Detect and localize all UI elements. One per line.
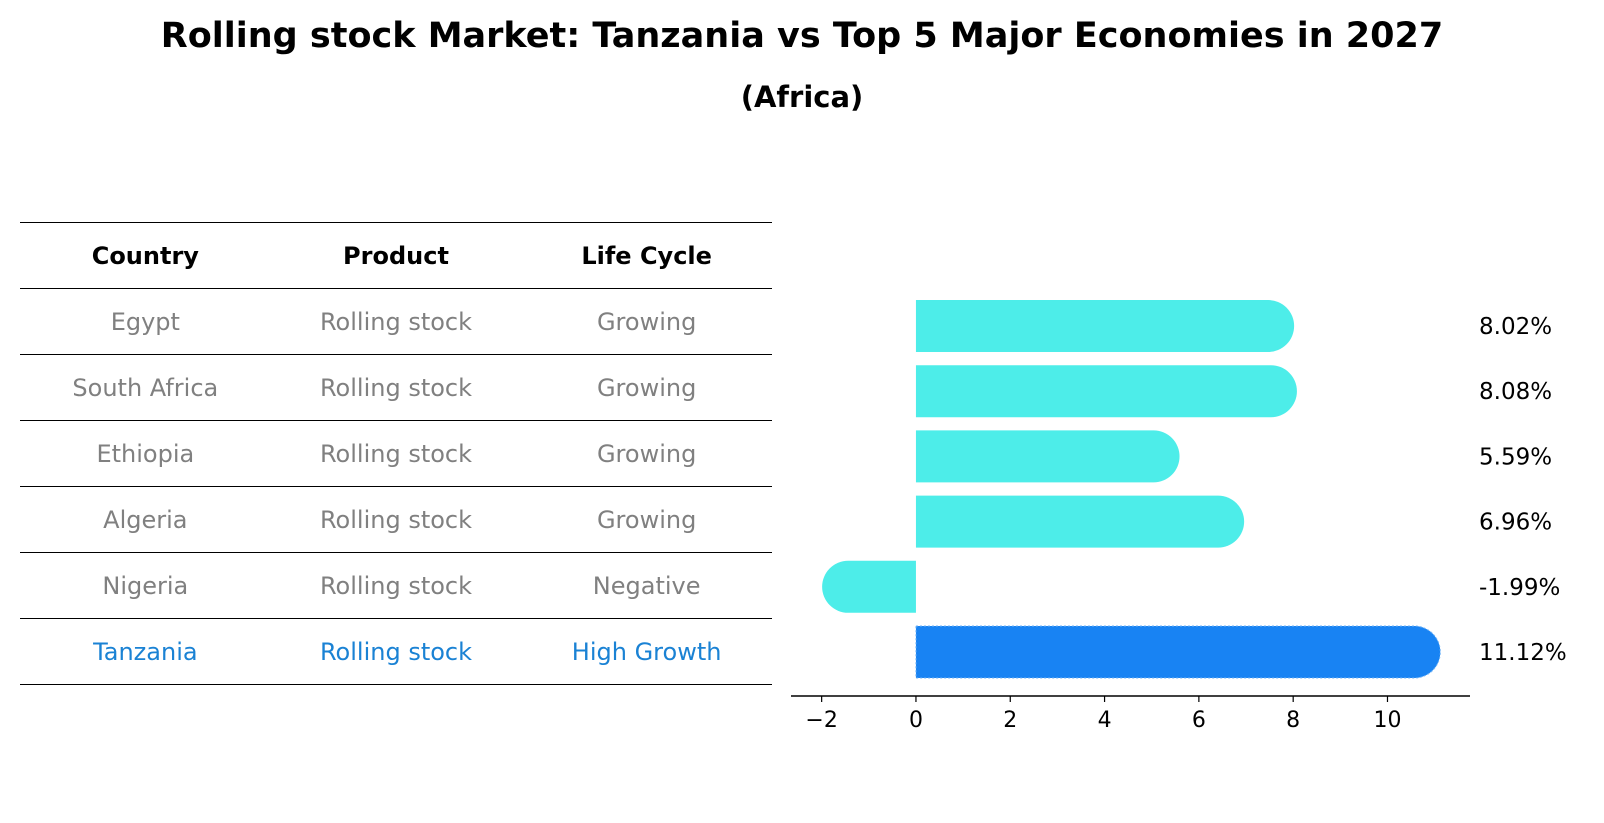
table-row-highlight: Tanzania Rolling stock High Growth [20,619,772,685]
data-label: 5.59% [1479,444,1552,470]
cell-life-cycle: Growing [596,307,697,336]
cell-product: Rolling stock [319,439,473,468]
cell-country: Ethiopia [96,439,195,468]
cell-product: Rolling stock [319,571,473,600]
bar-egypt [915,300,1295,352]
x-tick-label: 6 [1192,708,1206,733]
bar-tanzania [915,625,1441,679]
x-tick-label: 4 [1098,708,1112,733]
chart-title: Rolling stock Market: Tanzania vs Top 5 … [160,16,1444,56]
cell-life-cycle: Growing [596,505,697,534]
cell-product: Rolling stock [319,637,473,666]
cell-life-cycle: Negative [592,571,701,600]
cell-product: Rolling stock [319,505,473,534]
x-tick-label: 8 [1286,708,1300,733]
cell-product: Rolling stock [319,373,473,402]
data-label: -1.99% [1479,575,1560,601]
table-header-row: Country Product Life Cycle [20,222,772,289]
bar-ethiopia [915,430,1180,483]
cell-country: South Africa [72,373,219,402]
x-tick-label: 0 [909,708,923,733]
table-row: Nigeria Rolling stock Negative [20,553,772,619]
comparison-table: Country Product Life Cycle Egypt Rolling… [20,222,772,685]
cell-country: Tanzania [93,637,198,666]
chart-subtitle: (Africa) [740,80,864,114]
cell-country: Nigeria [102,571,189,600]
table-row: Algeria Rolling stock Growing [20,487,772,553]
data-label: 11.12% [1479,640,1567,666]
table-row: Ethiopia Rolling stock Growing [20,421,772,487]
header-product: Product [343,241,449,270]
cell-country: Egypt [110,307,180,336]
x-tick-label: 10 [1373,708,1401,733]
bar-south-africa [915,365,1297,418]
cell-product: Rolling stock [319,307,473,336]
table-row: South Africa Rolling stock Growing [20,355,772,421]
data-label: 8.02% [1479,314,1552,340]
bar-nigeria [822,560,916,613]
table-row: Egypt Rolling stock Growing [20,289,772,355]
cell-life-cycle: High Growth [571,637,722,666]
x-tick-label: −2 [805,708,837,733]
cell-life-cycle: Growing [596,373,697,402]
data-label: 8.08% [1479,379,1552,405]
cell-life-cycle: Growing [596,439,697,468]
cell-country: Algeria [103,505,188,534]
data-label: 6.96% [1479,510,1552,536]
x-tick-label: 2 [1003,708,1017,733]
header-country: Country [91,241,199,270]
header-life-cycle: Life Cycle [581,241,712,270]
bar-algeria [915,495,1245,548]
